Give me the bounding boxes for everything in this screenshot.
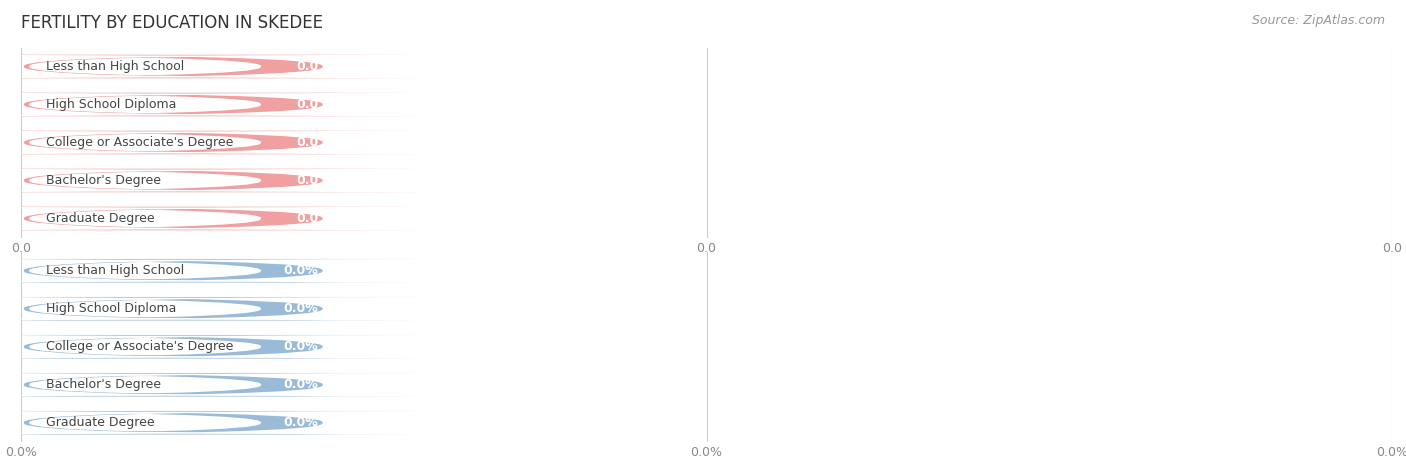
Text: Bachelor's Degree: Bachelor's Degree <box>46 378 160 391</box>
FancyBboxPatch shape <box>0 335 432 359</box>
FancyBboxPatch shape <box>0 298 411 320</box>
FancyBboxPatch shape <box>0 93 432 116</box>
Text: 0.0%: 0.0% <box>284 416 319 429</box>
FancyBboxPatch shape <box>0 169 432 192</box>
FancyBboxPatch shape <box>0 260 411 282</box>
Text: Bachelor's Degree: Bachelor's Degree <box>46 174 160 187</box>
FancyBboxPatch shape <box>0 207 432 230</box>
Text: High School Diploma: High School Diploma <box>46 302 176 315</box>
Text: College or Associate's Degree: College or Associate's Degree <box>46 136 233 149</box>
FancyBboxPatch shape <box>0 132 411 153</box>
FancyBboxPatch shape <box>0 208 411 229</box>
Text: Less than High School: Less than High School <box>46 264 184 277</box>
Text: 0.0%: 0.0% <box>284 378 319 391</box>
Text: Less than High School: Less than High School <box>46 60 184 73</box>
Text: 0.0%: 0.0% <box>284 264 319 277</box>
FancyBboxPatch shape <box>0 373 432 397</box>
Text: Graduate Degree: Graduate Degree <box>46 212 155 225</box>
FancyBboxPatch shape <box>0 259 432 283</box>
Text: 0.0: 0.0 <box>297 174 319 187</box>
FancyBboxPatch shape <box>0 336 411 358</box>
Text: College or Associate's Degree: College or Associate's Degree <box>46 340 233 353</box>
Text: Source: ZipAtlas.com: Source: ZipAtlas.com <box>1251 14 1385 27</box>
FancyBboxPatch shape <box>0 170 411 191</box>
Text: 0.0: 0.0 <box>297 60 319 73</box>
FancyBboxPatch shape <box>0 56 411 77</box>
FancyBboxPatch shape <box>0 297 432 321</box>
FancyBboxPatch shape <box>0 131 432 154</box>
Text: 0.0: 0.0 <box>297 212 319 225</box>
Text: 0.0: 0.0 <box>297 98 319 111</box>
Text: 0.0%: 0.0% <box>284 340 319 353</box>
FancyBboxPatch shape <box>0 412 411 434</box>
FancyBboxPatch shape <box>0 55 432 78</box>
FancyBboxPatch shape <box>0 411 432 435</box>
FancyBboxPatch shape <box>0 374 411 396</box>
Text: 0.0: 0.0 <box>297 136 319 149</box>
Text: Graduate Degree: Graduate Degree <box>46 416 155 429</box>
FancyBboxPatch shape <box>0 94 411 115</box>
Text: 0.0%: 0.0% <box>284 302 319 315</box>
Text: FERTILITY BY EDUCATION IN SKEDEE: FERTILITY BY EDUCATION IN SKEDEE <box>21 14 323 32</box>
Text: High School Diploma: High School Diploma <box>46 98 176 111</box>
